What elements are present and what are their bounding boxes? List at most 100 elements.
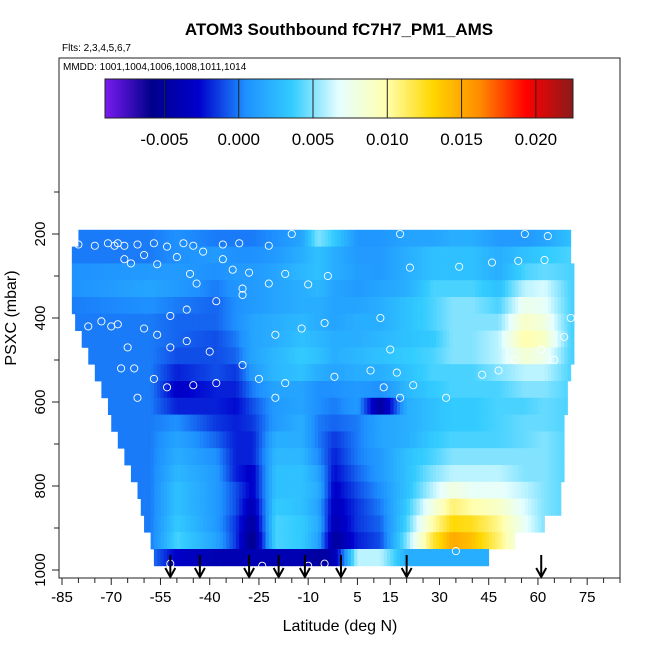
curtain-cell [370, 498, 375, 516]
curtain-cell [203, 280, 207, 298]
curtain-cell [511, 431, 516, 449]
curtain-cell [314, 381, 319, 399]
curtain-cell [327, 532, 332, 550]
curtain-cell [170, 280, 174, 298]
curtain-cell [560, 330, 565, 348]
curtain-cell [278, 431, 283, 449]
curtain-cell [528, 330, 532, 348]
curtain-cell [265, 229, 270, 247]
curtain-cell [311, 532, 316, 550]
curtain-cell [321, 229, 325, 247]
curtain-cell [190, 414, 194, 432]
sample-point [441, 393, 451, 402]
curtain-cell [495, 313, 499, 331]
curtain-cell [111, 364, 115, 382]
curtain-cell [465, 229, 470, 247]
curtain-cell [249, 313, 253, 331]
curtain-cell [403, 465, 408, 483]
curtain-cell [245, 414, 250, 432]
curtain-cell [452, 465, 457, 483]
curtain-cell [318, 397, 322, 415]
curtain-cell [232, 532, 237, 550]
curtain-cell [498, 481, 503, 499]
curtain-cell [380, 549, 385, 567]
curtain-cell [380, 532, 385, 550]
curtain-cell [255, 397, 260, 415]
curtain-cell [163, 397, 168, 415]
curtain-cell [216, 465, 220, 483]
curtain-cell [383, 431, 388, 449]
curtain-cell [426, 297, 431, 315]
curtain-cell [400, 414, 404, 432]
curtain-cell [495, 347, 499, 365]
curtain-cell [190, 347, 194, 365]
curtain-cell [153, 481, 158, 499]
curtain-cell [537, 381, 542, 399]
curtain-cell [127, 297, 132, 315]
curtain-cell [541, 448, 545, 466]
curtain-cell [144, 414, 148, 432]
curtain-cell [439, 229, 444, 247]
curtain-cell [107, 297, 112, 315]
curtain-cell [130, 397, 135, 415]
curtain-cell [301, 330, 306, 348]
curtain-cell [278, 414, 283, 432]
curtain-cell [124, 381, 129, 399]
curtain-cell [288, 263, 293, 281]
curtain-cell [472, 347, 476, 365]
curtain-cell [396, 549, 401, 567]
curtain-cell [199, 229, 204, 247]
curtain-cell [501, 532, 506, 550]
curtain-cell [314, 431, 319, 449]
curtain-cell [531, 229, 536, 247]
curtain-cell [245, 229, 250, 247]
curtain-cell [262, 414, 266, 432]
curtain-cell [390, 263, 394, 281]
curtain-cell [196, 414, 201, 432]
curtain-cell [409, 280, 414, 298]
curtain-cell [327, 381, 332, 399]
curtain-cell [239, 515, 243, 533]
curtain-cell [140, 465, 145, 483]
curtain-cell [278, 532, 283, 550]
curtain-cell [288, 280, 293, 298]
curtain-cell [81, 297, 86, 315]
curtain-cell [442, 313, 447, 331]
curtain-cell [245, 549, 250, 567]
curtain-cell [268, 465, 273, 483]
curtain-cell [170, 515, 174, 533]
curtain-cell [160, 347, 165, 365]
curtain-cell [232, 448, 237, 466]
curtain-cell [222, 313, 227, 331]
curtain-cell [498, 297, 503, 315]
curtain-cell [252, 397, 257, 415]
curtain-cell [140, 498, 145, 516]
curtain-cell [285, 364, 289, 382]
x-axis: -85 -70 -55 -40 -25 -10 5 15 30 45 60 75 [51, 578, 621, 606]
curtain-cell [393, 297, 398, 315]
curtain-cell [469, 381, 473, 399]
curtain-cell [393, 465, 398, 483]
curtain-cell [173, 481, 178, 499]
curtain-cell [495, 297, 499, 315]
curtain-cell [245, 481, 250, 499]
curtain-cell [551, 465, 555, 483]
curtain-cell [537, 347, 542, 365]
curtain-cell [295, 532, 299, 550]
curtain-cell [452, 330, 457, 348]
sample-point [323, 271, 332, 281]
curtain-cell [390, 229, 394, 247]
curtain-cell [419, 330, 424, 348]
curtain-cell [252, 330, 257, 348]
curtain-cell [163, 381, 168, 399]
curtain-cell [511, 397, 516, 415]
curtain-cell [160, 263, 165, 281]
curtain-cell [117, 381, 122, 399]
curtain-cell [383, 313, 388, 331]
curtain-cell [117, 297, 122, 315]
curtain-cell [501, 246, 506, 264]
curtain-cell [308, 347, 312, 365]
curtain-cell [249, 397, 253, 415]
curtain-cell [262, 364, 266, 382]
curtain-cell [245, 498, 250, 516]
